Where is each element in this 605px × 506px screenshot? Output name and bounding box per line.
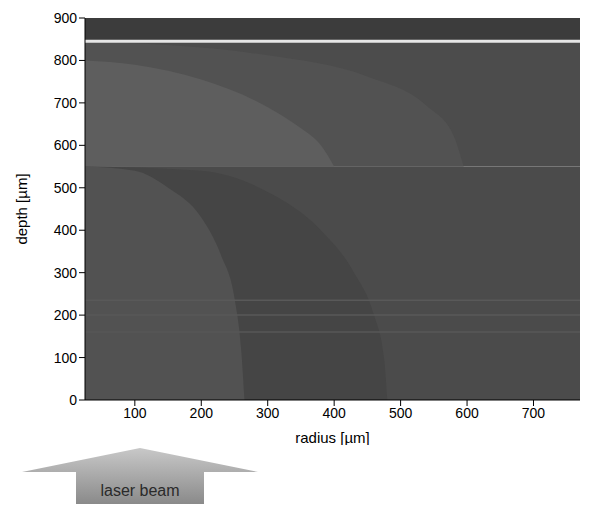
svg-text:500: 500 <box>389 405 413 421</box>
svg-text:700: 700 <box>522 405 546 421</box>
svg-text:500: 500 <box>54 180 78 196</box>
svg-text:radius [µm]: radius [µm] <box>295 429 370 445</box>
svg-text:300: 300 <box>54 265 78 281</box>
svg-text:600: 600 <box>455 405 479 421</box>
svg-text:800: 800 <box>54 52 78 68</box>
svg-text:700: 700 <box>54 95 78 111</box>
svg-text:300: 300 <box>256 405 280 421</box>
svg-text:200: 200 <box>54 307 78 323</box>
svg-text:200: 200 <box>190 405 214 421</box>
svg-text:900: 900 <box>54 10 78 26</box>
svg-text:depth [µm]: depth [µm] <box>13 173 30 244</box>
svg-text:400: 400 <box>322 405 346 421</box>
svg-text:laser beam: laser beam <box>100 482 179 499</box>
svg-text:0: 0 <box>69 392 77 408</box>
svg-text:100: 100 <box>123 405 147 421</box>
svg-text:600: 600 <box>54 137 78 153</box>
svg-text:400: 400 <box>54 222 78 238</box>
svg-text:100: 100 <box>54 350 78 366</box>
